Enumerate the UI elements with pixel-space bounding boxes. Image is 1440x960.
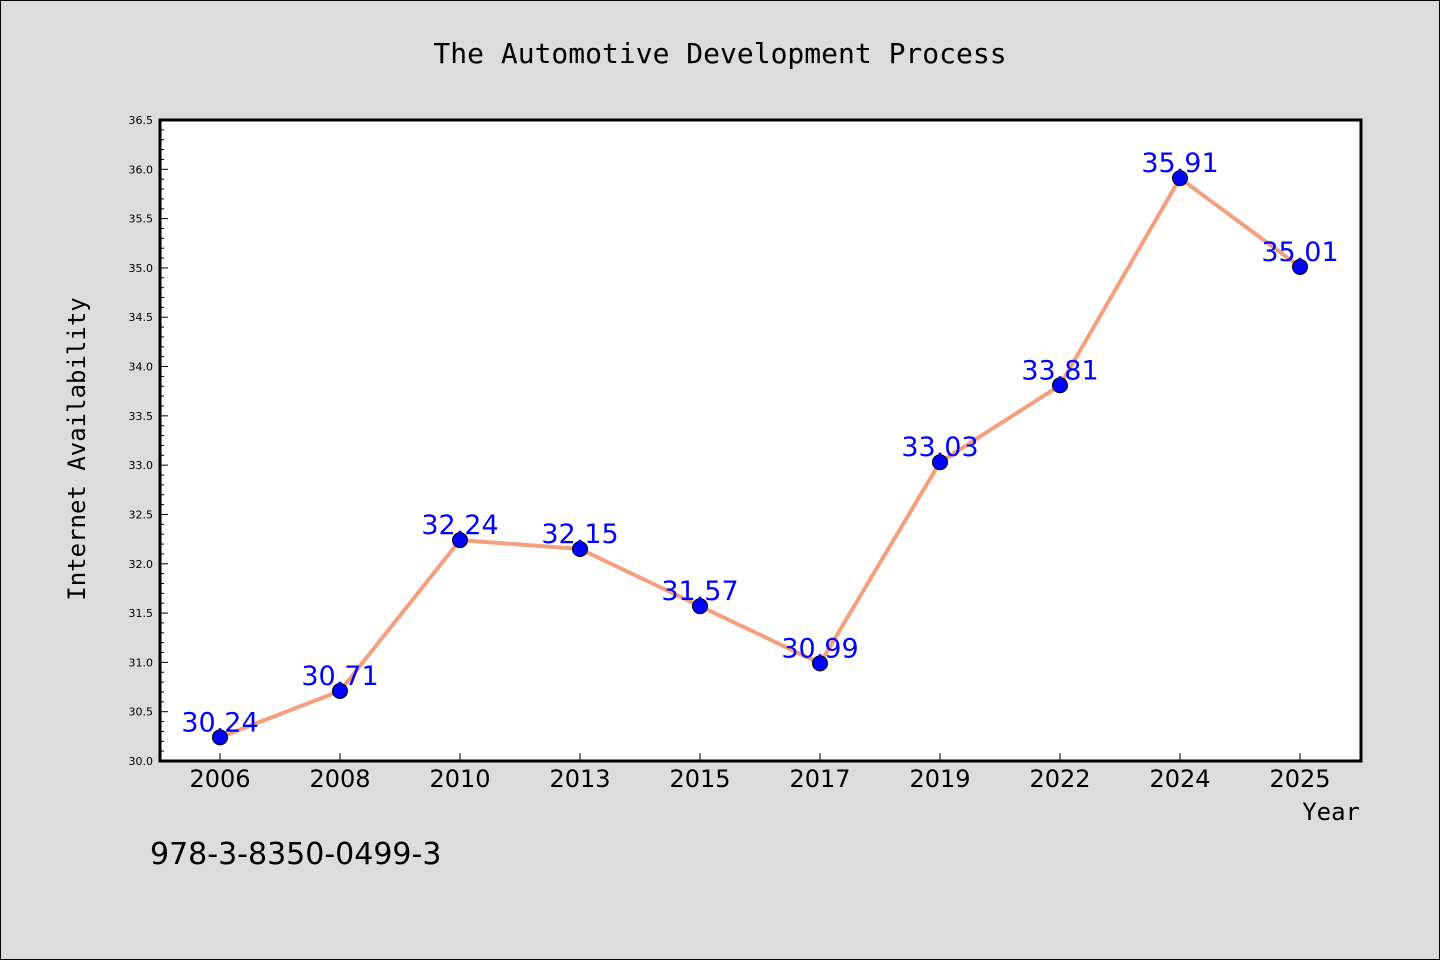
plot-area bbox=[158, 118, 1363, 763]
y-tick-label: 35.0 bbox=[129, 262, 154, 275]
y-axis-ticks: 30.0 30.5 31.0 31.5 32.0 32.5 33.0 33.5 34.0 34.5… bbox=[129, 114, 168, 768]
data-label: 30.24 bbox=[181, 707, 258, 738]
x-axis-ticks: 2006 2008 2010 2013 2015 2017 2019 2022 2024 2025 bbox=[189, 753, 1331, 793]
series-line-group: 30.24 30.71 32.24 32.15 31.57 30.99 33.03 33.81… bbox=[181, 148, 1339, 746]
x-tick-label: 2025 bbox=[1269, 765, 1330, 793]
x-axis-label: Year bbox=[1302, 798, 1360, 826]
data-point-marker bbox=[692, 598, 708, 615]
y-tick-label: 33.0 bbox=[129, 459, 154, 472]
data-label: 35.01 bbox=[1261, 237, 1338, 268]
y-axis-label: Internet Availability bbox=[63, 297, 91, 600]
x-tick-label: 2024 bbox=[1149, 765, 1210, 793]
data-point-marker bbox=[572, 540, 588, 557]
x-tick-label: 2022 bbox=[1029, 765, 1090, 793]
y-tick-label: 30.0 bbox=[129, 755, 154, 768]
data-label: 33.81 bbox=[1021, 355, 1098, 386]
y-tick-label: 33.5 bbox=[129, 410, 154, 423]
y-tick-label: 36.0 bbox=[129, 163, 154, 176]
data-label: 33.03 bbox=[901, 432, 978, 463]
data-point-marker bbox=[452, 532, 468, 549]
y-tick-label: 31.0 bbox=[129, 656, 154, 669]
x-tick-label: 2015 bbox=[669, 765, 730, 793]
data-label: 35.91 bbox=[1141, 148, 1218, 179]
x-tick-label: 2017 bbox=[789, 765, 850, 793]
data-label: 30.99 bbox=[781, 633, 858, 664]
y-tick-label: 30.5 bbox=[129, 706, 154, 719]
data-point-marker bbox=[332, 682, 348, 699]
x-tick-label: 2013 bbox=[549, 765, 610, 793]
x-tick-label: 2019 bbox=[909, 765, 970, 793]
x-tick-label: 2010 bbox=[429, 765, 490, 793]
data-point-marker bbox=[212, 729, 228, 746]
x-tick-label: 2006 bbox=[189, 765, 250, 793]
data-point-marker bbox=[1172, 170, 1188, 187]
y-tick-label: 34.5 bbox=[129, 311, 154, 324]
data-label: 32.24 bbox=[421, 510, 498, 541]
data-point-marker bbox=[1052, 377, 1068, 394]
y-tick-label: 32.0 bbox=[129, 558, 154, 571]
data-label: 30.71 bbox=[301, 661, 378, 692]
data-label: 32.15 bbox=[541, 519, 618, 550]
y-tick-label: 35.5 bbox=[129, 213, 154, 226]
data-label: 31.57 bbox=[661, 576, 738, 607]
y-tick-label: 32.5 bbox=[129, 508, 154, 521]
data-point-marker bbox=[1292, 258, 1308, 275]
y-tick-label: 36.5 bbox=[129, 114, 154, 127]
y-tick-label: 34.0 bbox=[129, 361, 154, 374]
x-tick-label: 2008 bbox=[309, 765, 370, 793]
data-point-marker bbox=[812, 655, 828, 672]
data-point-marker bbox=[932, 454, 948, 471]
chart-title: The Automotive Development Process bbox=[433, 37, 1006, 70]
isbn-text: 978-3-8350-0499-3 bbox=[150, 837, 441, 872]
series-line bbox=[219, 176, 1302, 740]
y-tick-label: 31.5 bbox=[129, 607, 154, 620]
